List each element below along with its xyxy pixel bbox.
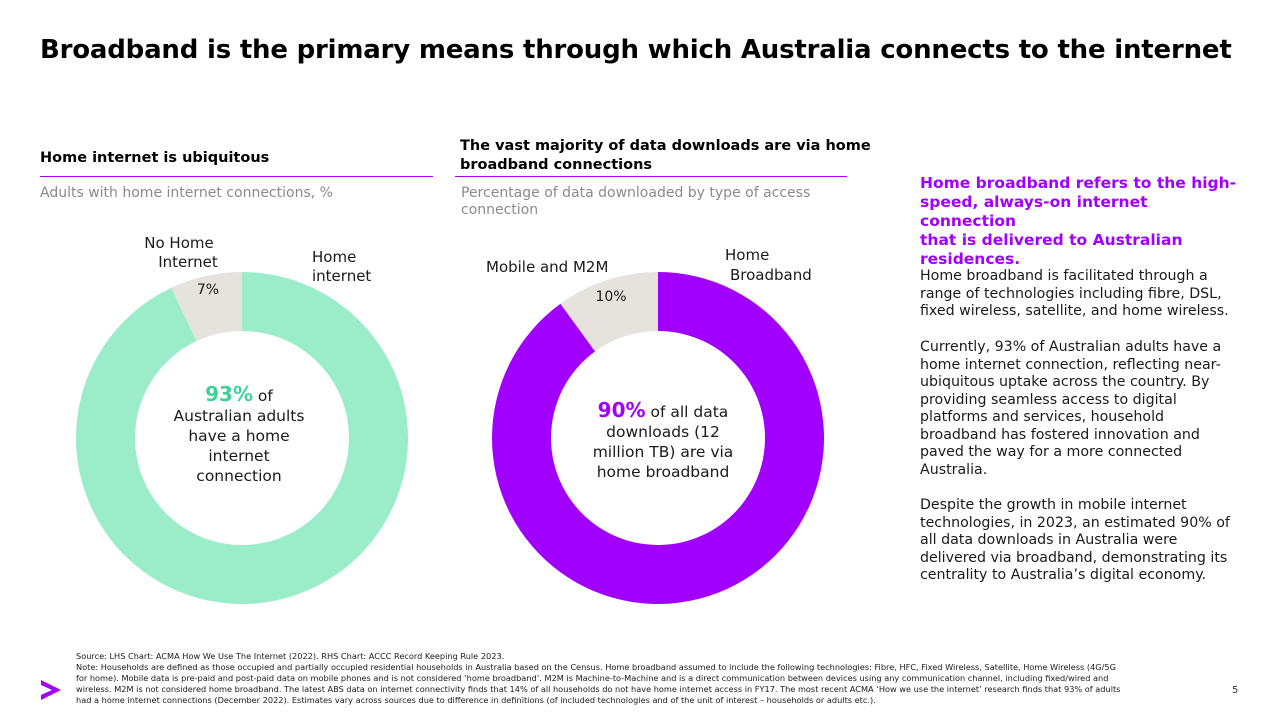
right-chart-subtitle-line2: connection (461, 202, 539, 218)
left-donut-slice-home-internet (75, 272, 409, 604)
sidebar-p2-line3: ubiquitous uptake across the country. By (920, 374, 1210, 390)
right-chart-heading-line1: The vast majority of data downloads are … (460, 138, 871, 154)
sidebar-p2-line6: broadband has fostered innovation and (920, 426, 1200, 443)
sidebar-p3-line2: technologies, in 2023, an estimated 90% … (920, 514, 1230, 531)
sidebar-p1-line2: range of technologies including fibre, D… (920, 285, 1222, 302)
sidebar-p2-line5: platforms and services, household (920, 409, 1165, 425)
left-center-line2: Australian adults (173, 407, 305, 425)
label-no-home-pct: 7% (197, 282, 219, 298)
right-donut-center: 90% of all data downloads (12 million TB… (578, 400, 748, 482)
sidebar-p1-line1: Home broadband is facilitated through a (920, 268, 1208, 284)
left-center-pct: 93% (205, 382, 253, 406)
right-center-line2: downloads (12 (606, 423, 720, 441)
footer-note-line2: for home). Mobile data is pre-paid and p… (76, 673, 1109, 683)
sidebar-p3-line3: all data downloads in Australia were (920, 532, 1178, 548)
sidebar-p2-line4: providing seamless access to digital (920, 391, 1177, 408)
right-donut-chart: Mobile and M2M 10% Home Broadband (486, 246, 824, 604)
right-donut-slice-mobile-and-m2m (560, 272, 658, 352)
right-center-pct: 90% (597, 398, 646, 422)
label-home-broadband-line2: Broadband (730, 266, 812, 284)
label-mobile-pct: 10% (595, 289, 626, 305)
left-heading-rule (40, 176, 433, 177)
footer-note-line1: Note: Households are defined as those oc… (76, 662, 1116, 672)
footer-notes: Source: LHS Chart: ACMA How We Use The I… (76, 651, 1226, 706)
right-heading-rule (455, 176, 847, 177)
sidebar-heading-line4: residences. (920, 250, 1021, 268)
right-center-line3: million TB) are via (592, 443, 734, 461)
right-chart-heading-line2: broadband connections (460, 157, 653, 173)
sidebar-p2-line7: paved the way for a more connected (920, 444, 1183, 460)
sidebar-p3-line1: Despite the growth in mobile internet (920, 497, 1187, 513)
left-center-line3: have a home (188, 427, 290, 445)
left-center-line1: of (257, 387, 273, 405)
left-donut-center: 93% of Australian adults have a home int… (159, 384, 319, 486)
label-mobile-m2m: Mobile and M2M (486, 258, 608, 276)
sidebar-heading: Home broadband refers to the high- speed… (920, 174, 1240, 269)
right-center-line1: of all data (650, 403, 729, 421)
left-center-line4: internet (208, 447, 270, 465)
sidebar-p2-line8: Australia. (920, 461, 988, 478)
label-home-broadband-line1: Home (725, 246, 769, 264)
label-no-home-line2: Internet (158, 253, 218, 271)
label-home-internet-line1: Home (312, 248, 356, 266)
right-donut-slice-home-broadband (491, 272, 824, 604)
right-chart-subtitle-line1: Percentage of data downloaded by type of… (461, 185, 811, 201)
sidebar-heading-line2: speed, always-on internet connection (920, 193, 1148, 230)
left-donut-chart: No Home Internet 7% Home internet (75, 234, 409, 604)
footer-source: Source: LHS Chart: ACMA How We Use The I… (76, 651, 505, 661)
label-no-home-line1: No Home (144, 234, 213, 252)
label-home-internet-line2: internet (312, 267, 371, 285)
left-chart-heading: Home internet is ubiquitous (40, 150, 270, 166)
page-title: Broadband is the primary means through w… (40, 35, 1232, 65)
sidebar-p1-line3: fixed wireless, satellite, and home wire… (920, 303, 1229, 319)
sidebar-p3-line5: centrality to Australia’s digital econom… (920, 567, 1207, 583)
sidebar-p2-line2: home internet connection, reflecting nea… (920, 356, 1221, 373)
sidebar-paragraph-2: Currently, 93% of Australian adults have… (920, 339, 1240, 479)
left-center-line5: connection (196, 467, 282, 485)
sidebar-heading-line3: that is delivered to Australian (920, 231, 1183, 249)
right-center-line4: home broadband (596, 463, 730, 481)
footer-note-line4: had a home internet connections (Decembe… (76, 695, 876, 705)
left-donut-slice-no-home-internet (171, 272, 242, 342)
accenture-chevron-icon (41, 680, 61, 700)
sidebar-p3-line4: delivered via broadband, demonstrating i… (920, 549, 1228, 566)
sidebar-paragraph-3: Despite the growth in mobile internet te… (920, 497, 1240, 585)
sidebar-paragraph-1: Home broadband is facilitated through a … (920, 268, 1240, 321)
sidebar-heading-line1: Home broadband refers to the high- (920, 174, 1237, 192)
left-chart-subtitle: Adults with home internet connections, % (40, 185, 333, 201)
page-number: 5 (1232, 685, 1239, 696)
sidebar-p2-line1: Currently, 93% of Australian adults have… (920, 339, 1222, 355)
footer-note-line3: wireless. M2M is not considered home bro… (76, 684, 1121, 694)
